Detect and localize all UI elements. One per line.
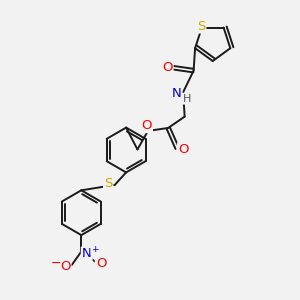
Text: S: S [197,20,206,32]
Text: +: + [91,245,98,254]
Text: O: O [142,119,152,132]
Text: O: O [162,61,172,74]
Text: H: H [183,94,191,104]
Text: −: − [51,257,62,270]
Text: N: N [82,248,92,260]
Text: O: O [178,143,188,156]
Text: N: N [172,87,182,100]
Text: O: O [60,260,70,273]
Text: O: O [96,257,106,270]
Text: S: S [104,177,112,190]
